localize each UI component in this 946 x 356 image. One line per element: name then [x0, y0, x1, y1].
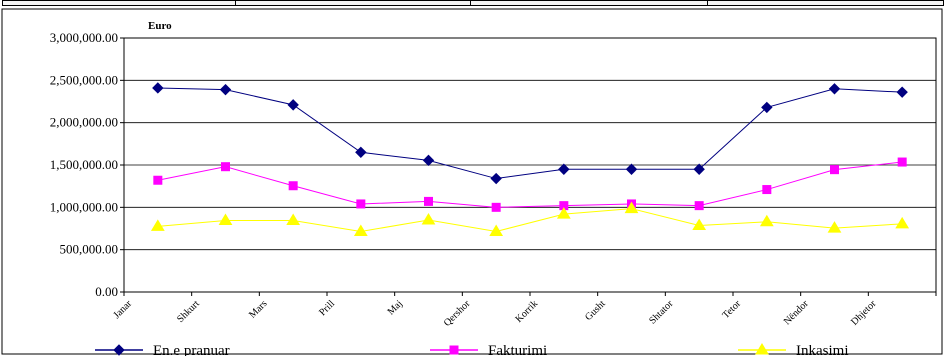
data-point: [449, 345, 459, 355]
y-tick-label: 500,000.00: [60, 242, 119, 257]
data-point: [424, 196, 433, 206]
data-point: [896, 86, 908, 98]
data-point: [355, 146, 367, 159]
series-diamond: [152, 82, 908, 185]
data-point: [150, 219, 165, 231]
data-point: [113, 344, 125, 356]
legend-item: Inkasimi: [738, 343, 849, 356]
series-line: [157, 161, 903, 208]
data-point: [895, 216, 910, 229]
y-tick-label: 2,000,000.00: [50, 115, 118, 130]
data-point: [692, 218, 707, 231]
y-tick-label: 1,500,000.00: [50, 157, 118, 172]
unit-label: Euro: [148, 20, 172, 32]
data-point: [827, 221, 842, 233]
data-point: [353, 224, 368, 236]
legend-label: Inkasimi: [796, 343, 849, 356]
series-triangle: [150, 201, 910, 236]
data-point: [625, 163, 638, 175]
data-point: [153, 175, 163, 185]
data-point: [287, 99, 299, 111]
data-point: [152, 82, 164, 94]
data-point: [693, 163, 705, 175]
top-table-strip: [0, 0, 946, 8]
data-point: [422, 154, 435, 167]
data-point: [490, 172, 502, 185]
data-point: [897, 157, 907, 167]
plot-area: [123, 37, 937, 293]
data-point: [558, 163, 570, 175]
legend-item: Fakturimi: [430, 343, 547, 356]
y-tick-label: 3,000,000.00: [50, 30, 118, 45]
data-point: [755, 343, 769, 355]
data-point: [556, 207, 571, 219]
legend-label: En.e pranuar: [153, 343, 230, 356]
series-layer: [150, 82, 910, 236]
y-axis-ticks: 0.00 500,000.00 1,000,000.00 1,500,000.00 2,…: [50, 30, 124, 299]
data-point: [286, 213, 301, 225]
series-line: [157, 87, 903, 180]
series-square: [153, 157, 907, 212]
data-point: [288, 181, 298, 191]
data-point: [218, 213, 233, 225]
data-point: [219, 83, 232, 96]
data-point: [761, 101, 773, 114]
top-table-cell: [707, 0, 944, 6]
data-point: [221, 162, 230, 172]
data-point: [491, 202, 501, 212]
data-point: [828, 83, 841, 95]
legend-item: En.e pranuar: [95, 343, 230, 356]
data-point: [762, 185, 772, 195]
data-point: [759, 214, 774, 227]
data-point: [421, 213, 436, 225]
data-point: [694, 201, 704, 211]
legend: En.e pranuar Fakturimi Inkasimi: [95, 343, 849, 356]
y-tick-label: 0.00: [95, 284, 118, 299]
y-tick-label: 1,000,000.00: [50, 199, 118, 214]
data-point: [489, 224, 504, 236]
y-tick-label: 2,500,000.00: [50, 72, 118, 87]
data-point: [356, 199, 366, 209]
data-point: [830, 165, 839, 175]
data-point: [624, 201, 639, 214]
legend-label: Fakturimi: [488, 343, 547, 356]
series-line: [157, 208, 903, 232]
